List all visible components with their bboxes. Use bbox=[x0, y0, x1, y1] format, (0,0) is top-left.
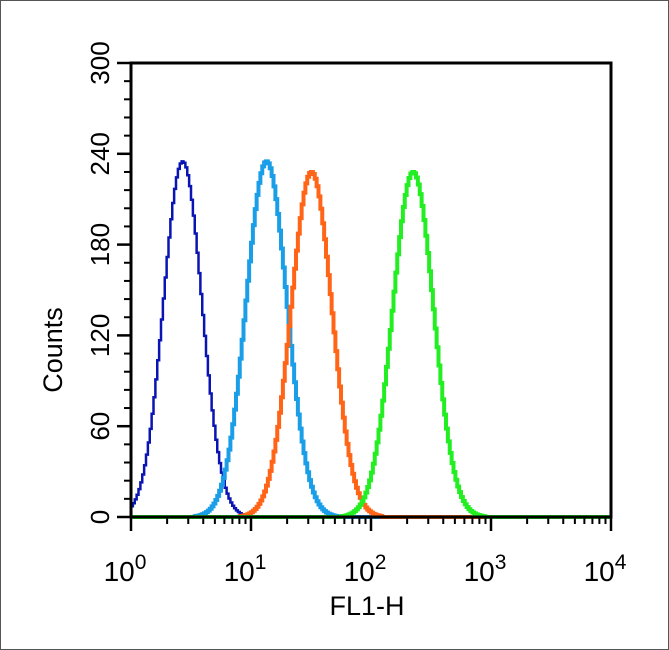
y-tick-label: 240 bbox=[85, 132, 115, 175]
x-tick-label: 102 bbox=[344, 551, 387, 587]
ticks-layer: 0 60 120 180 240 300 100 101 102 103 104 bbox=[85, 41, 627, 587]
y-tick-label: 120 bbox=[85, 314, 115, 357]
plot-area-frame bbox=[129, 61, 613, 519]
series-layer bbox=[131, 159, 611, 519]
histogram-series-4 bbox=[131, 169, 611, 519]
y-tick-label: 300 bbox=[85, 41, 115, 84]
y-axis-title: Counts bbox=[38, 307, 68, 393]
y-tick-label: 60 bbox=[85, 412, 115, 441]
x-tick-label: 104 bbox=[584, 551, 627, 587]
x-axis-title: FL1-H bbox=[329, 591, 404, 621]
x-tick-label: 101 bbox=[224, 551, 267, 587]
x-tick-label: 103 bbox=[464, 551, 507, 587]
x-tick-label: 100 bbox=[104, 551, 147, 587]
y-tick-label: 180 bbox=[85, 223, 115, 266]
y-tick-label: 0 bbox=[85, 510, 115, 524]
